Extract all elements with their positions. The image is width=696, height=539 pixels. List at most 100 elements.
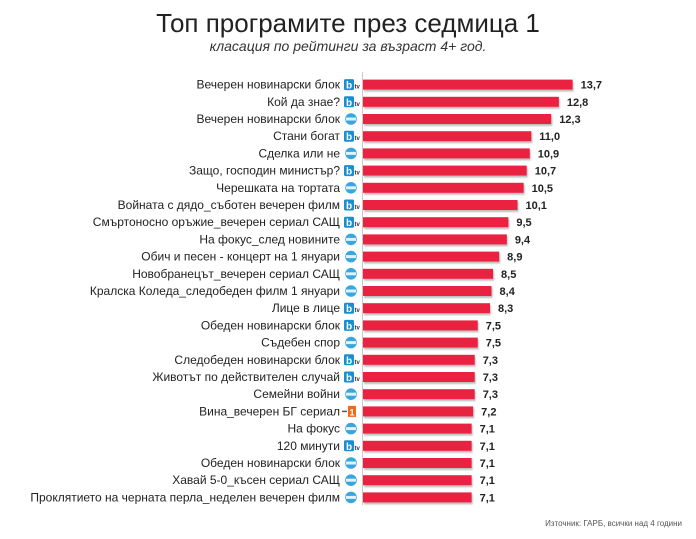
svg-text:b: b — [346, 373, 352, 384]
nova-logo-icon — [345, 113, 357, 125]
value-label: 10,5 — [532, 183, 553, 195]
bar — [363, 234, 507, 245]
chart-title: Топ програмите през седмица 1 — [156, 8, 540, 38]
svg-text:b: b — [346, 321, 352, 332]
category-labels-group: Вечерен новинарски блок Кой да знае? Вечер… — [30, 78, 340, 505]
svg-text:b: b — [346, 218, 352, 229]
btv-logo-icon: b tv — [344, 319, 361, 332]
btv-logo-icon: b tv — [344, 440, 360, 453]
nova-logo-icon — [345, 182, 357, 194]
category-label: Следобеден новинарски блок — [174, 353, 340, 367]
bar — [363, 148, 530, 159]
value-label: 7,1 — [480, 475, 495, 487]
bar — [363, 96, 559, 107]
value-label: 10,1 — [526, 200, 547, 212]
btv-logo-icon: b tv — [344, 96, 360, 109]
nova-logo-icon — [345, 147, 357, 160]
svg-text:tv: tv — [355, 136, 361, 142]
value-label: 9,4 — [515, 234, 531, 246]
source-note: Източник: ГАРБ, всички над 4 години — [545, 519, 682, 528]
category-label: Вечерен новинарски блок — [196, 78, 340, 92]
value-label: 9,5 — [516, 217, 531, 229]
value-label: 12,3 — [559, 114, 580, 126]
category-label: Съдебен спор — [261, 336, 340, 350]
nova-logo-icon — [345, 491, 357, 504]
bar — [363, 423, 472, 434]
bar — [363, 217, 509, 228]
svg-text:tv: tv — [355, 222, 361, 228]
value-label: 8,4 — [500, 286, 516, 298]
btv-logo-icon: b tv — [344, 354, 360, 367]
bar — [363, 286, 492, 296]
category-label: Новобранецът_вечерен сериал САЩ — [132, 267, 340, 281]
bar — [363, 372, 475, 382]
category-label: Семейни войни — [253, 387, 340, 401]
bar — [363, 458, 472, 468]
bar — [363, 114, 552, 124]
bar — [363, 440, 472, 451]
bar — [363, 268, 494, 279]
bar — [363, 182, 524, 193]
nova-logo-icon — [345, 233, 357, 246]
category-label: Вина_вечерен БГ сериал — [199, 404, 340, 418]
bar — [363, 406, 474, 417]
btv-logo-icon: b tv — [344, 302, 361, 315]
value-label: 10,7 — [535, 166, 556, 178]
svg-text:tv: tv — [355, 102, 361, 108]
svg-text:tv: tv — [355, 377, 361, 383]
bar — [363, 79, 573, 90]
svg-text:b: b — [346, 201, 352, 212]
value-label: 8,5 — [501, 269, 516, 281]
category-label: Защо, господин министър? — [189, 164, 340, 178]
nova-logo-icon — [345, 388, 357, 401]
category-label: Вечерен новинарски блок — [196, 112, 340, 126]
svg-text:tv: tv — [355, 85, 361, 91]
bar — [363, 165, 527, 176]
bar — [363, 251, 500, 262]
bar — [363, 337, 478, 348]
btv-logo-icon: b tv — [344, 79, 360, 92]
category-label: Кой да знае? — [267, 95, 340, 109]
bar — [363, 492, 472, 503]
svg-text:b: b — [346, 98, 352, 109]
nova-logo-icon — [345, 457, 357, 469]
chart-subtitle: класация по рейтинги за възраст 4+ год. — [209, 38, 487, 54]
category-label: 120 минути — [277, 439, 340, 453]
svg-text:1: 1 — [349, 407, 354, 417]
category-label: Стани богат — [273, 129, 340, 143]
category-label: Войната с дядо_съботен вечерен филм — [118, 198, 340, 212]
svg-text:tv: tv — [355, 325, 361, 331]
value-label: 7,1 — [480, 492, 495, 504]
svg-text:tv: tv — [355, 308, 361, 314]
ch1-logo-icon: 1 — [342, 405, 356, 417]
bar — [363, 131, 532, 142]
btv-logo-icon: b tv — [344, 130, 361, 143]
svg-text:b: b — [346, 132, 352, 143]
nova-logo-icon — [345, 268, 357, 280]
category-label: Кралска Коледа_следобеден филм 1 януари — [90, 284, 340, 298]
svg-text:b: b — [346, 304, 352, 315]
category-label: Сделка или не — [258, 146, 340, 160]
bar — [363, 354, 475, 365]
value-label: 7,1 — [480, 441, 495, 453]
value-label: 8,9 — [507, 252, 522, 264]
category-label: Черешката на тортата — [216, 181, 340, 195]
svg-text:b: b — [346, 167, 352, 178]
bar — [363, 200, 518, 210]
nova-logo-icon — [345, 474, 357, 487]
value-label: 7,1 — [480, 424, 495, 436]
btv-logo-icon: b tv — [344, 199, 361, 212]
category-label: На фокус — [288, 422, 340, 436]
category-label: Обеден новинарски блок — [201, 456, 341, 470]
category-label: Лице в лице — [272, 301, 340, 315]
svg-text:tv: tv — [355, 205, 361, 211]
value-label: 7,2 — [481, 406, 496, 418]
category-label: Животът по действителен случай — [152, 370, 340, 384]
category-label: Хавай 5-0_късен сериал САЩ — [172, 473, 340, 487]
btv-logo-icon: b tv — [344, 165, 360, 178]
svg-text:b: b — [346, 356, 352, 367]
category-label: На фокус_след новините — [199, 232, 340, 246]
value-label: 8,3 — [498, 303, 513, 315]
